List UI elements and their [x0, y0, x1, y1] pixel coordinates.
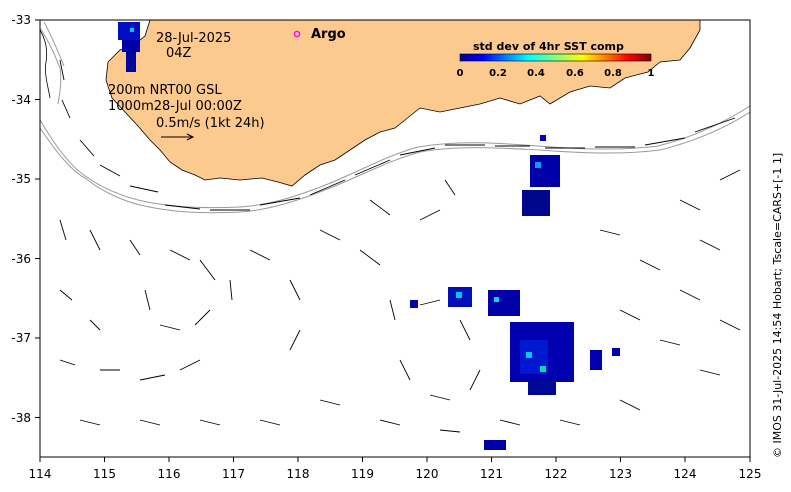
x-tick-label: 117 — [222, 467, 245, 481]
sst-patches — [118, 22, 620, 450]
legend-tick: 1 — [648, 68, 655, 79]
y-tick-label: -36 — [11, 252, 31, 266]
land-mass — [105, 20, 701, 187]
legend-tick: 0.4 — [527, 68, 545, 79]
x-tick-label: 114 — [29, 467, 52, 481]
model-label: 200m NRT00 GSL — [108, 83, 222, 98]
argo-marker-icon — [293, 30, 301, 38]
scale-label: 0.5m/s (1kt 24h) — [156, 116, 265, 131]
y-tick-label: -33 — [11, 13, 31, 27]
copyright-label: © IMOS 31-Jul-2025 14:54 Hobart; Tscale=… — [771, 153, 784, 458]
x-tick-label: 119 — [351, 467, 374, 481]
x-tick-label: 123 — [609, 467, 632, 481]
x-tick-label: 124 — [674, 467, 697, 481]
west-coastline — [40, 29, 51, 99]
x-tick-label: 122 — [545, 467, 568, 481]
legend-tick: 0.2 — [489, 68, 507, 79]
x-tick-label: 116 — [158, 467, 181, 481]
y-tick-label: -37 — [11, 331, 31, 345]
x-tick-label: 118 — [287, 467, 310, 481]
y-axis-tick-labels: -33 -34 -35 -36 -37 -38 — [11, 13, 31, 425]
current-vectors — [59, 59, 741, 433]
y-tick-label: -34 — [11, 93, 31, 107]
x-tick-label: 125 — [739, 467, 762, 481]
y-tick-label: -35 — [11, 172, 31, 186]
x-axis-tick-labels: 114 115 116 117 118 119 120 121 122 123 … — [29, 467, 762, 481]
argo-label: Argo — [311, 27, 346, 42]
depth-time-label: 1000m28-Jul 00:00Z — [108, 99, 242, 114]
legend-tick: 0.6 — [566, 68, 584, 79]
date-label: 28-Jul-2025 — [156, 31, 231, 46]
scale-arrowhead-icon — [186, 133, 195, 141]
x-tick-label: 121 — [480, 467, 503, 481]
y-tick-label: -38 — [11, 411, 31, 425]
x-tick-label: 115 — [93, 467, 116, 481]
hour-label: 04Z — [166, 46, 192, 61]
legend-title: std dev of 4hr SST comp — [473, 40, 624, 53]
legend-colorbar — [459, 53, 652, 62]
legend-tick: 0.8 — [604, 68, 622, 79]
x-tick-label: 120 — [416, 467, 439, 481]
depth-contours — [40, 21, 750, 214]
legend-tick: 0 — [457, 68, 464, 79]
axis-ticks — [35, 19, 751, 462]
plot-frame — [39, 19, 751, 458]
